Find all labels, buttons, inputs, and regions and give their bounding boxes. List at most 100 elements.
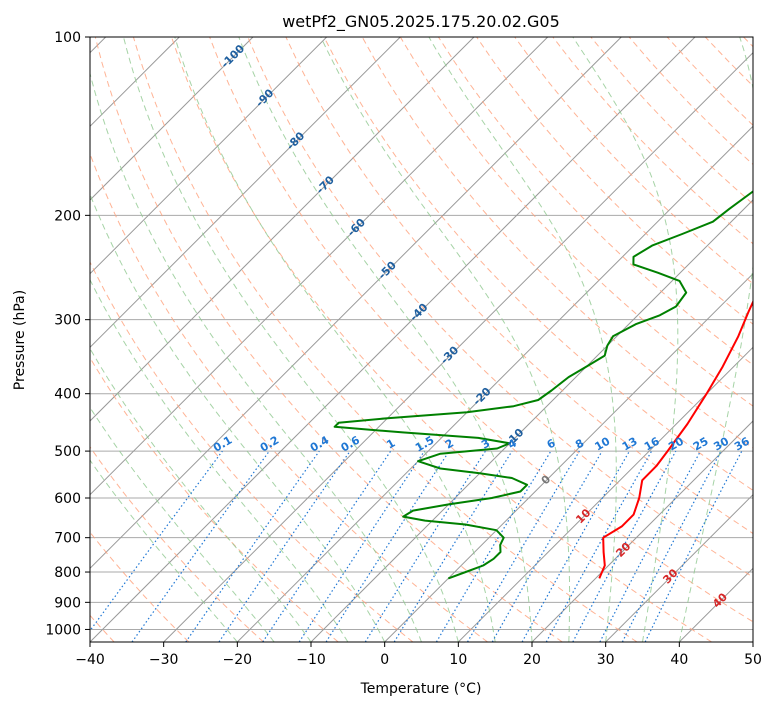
x-tick-label: 30 — [597, 652, 615, 668]
moist-adiabat-line — [428, 37, 617, 642]
isotherm-label: -60 — [345, 216, 368, 239]
moist-adiabat-line — [90, 406, 275, 642]
y-tick-label: 600 — [54, 491, 81, 507]
moist-adiabat-line — [572, 37, 679, 642]
mixing-ratio-line — [435, 450, 552, 642]
mixing-ratio-line — [393, 450, 513, 642]
dry-adiabat-line — [704, 37, 753, 87]
moist-adiabat-line — [90, 459, 238, 642]
isotherm-label: -30 — [438, 343, 461, 366]
isotherm-label: -90 — [253, 86, 276, 109]
mixing-ratio-line — [545, 450, 653, 642]
x-tick-label: −30 — [149, 652, 179, 668]
y-axis: 1000 900 800 700 600 500 400 300 200 100 — [45, 30, 90, 638]
mixing-ratio-line — [185, 450, 320, 642]
mixing-ratio-line — [218, 450, 351, 642]
profile-lines — [333, 190, 753, 580]
dry-adiabat-line — [90, 446, 264, 642]
isotherm-line — [90, 37, 549, 496]
x-axis-label: Temperature (°C) — [360, 681, 482, 697]
x-tick-label: −10 — [296, 652, 326, 668]
isotherm-line — [678, 567, 753, 642]
isotherm-line — [752, 641, 753, 642]
isotherm-line — [384, 272, 753, 642]
dry-adiabat-line — [94, 37, 563, 642]
isotherm-line — [531, 420, 753, 642]
moist-adiabat-line — [678, 37, 753, 642]
isotherm-line — [605, 493, 753, 642]
isotherm-line — [457, 346, 753, 642]
mixing-ratio-line — [466, 450, 580, 642]
y-tick-label: 400 — [54, 387, 81, 403]
mixing-ratio-line — [298, 450, 425, 642]
mixing-ratio-line — [599, 450, 702, 642]
mixing-ratio-line — [90, 450, 223, 632]
x-tick-label: 40 — [670, 652, 688, 668]
moist-adiabat-line — [123, 37, 459, 642]
moist-adiabat-line — [320, 37, 571, 642]
y-tick-label: 700 — [54, 531, 81, 547]
dry-adiabat-line — [285, 37, 753, 535]
mixing-ratio-line — [572, 450, 677, 642]
x-axis: −40 −30 −20 −10 0 10 20 30 40 50 — [75, 642, 762, 668]
dry-adiabat-line — [132, 37, 638, 642]
moist-adiabat-line — [238, 37, 533, 642]
isotherm-line — [90, 37, 475, 422]
mixing-ratio-line — [262, 450, 392, 642]
dry-adiabat-line — [247, 37, 753, 578]
isotherm-line — [90, 37, 328, 275]
dry-adiabat-line — [90, 356, 339, 642]
isotherm-line — [90, 37, 254, 201]
background-lines — [90, 37, 753, 642]
mixing-ratio-label: 8 — [573, 437, 586, 452]
dry-adiabat-line — [514, 37, 753, 285]
x-tick-label: 0 — [380, 652, 389, 668]
y-tick-label: 200 — [54, 208, 81, 224]
dewpoint-line — [333, 190, 753, 580]
isotherm-line — [236, 125, 753, 642]
dry-adiabat-line — [90, 260, 414, 642]
y-tick-label: 300 — [54, 313, 81, 329]
dry-adiabat-line — [743, 37, 753, 48]
plot-frame — [89, 36, 754, 643]
mixing-ratio-line — [131, 450, 270, 642]
chart-title: wetPf2_GN05.2025.175.20.02.G05 — [282, 12, 560, 32]
isotherm-line — [90, 37, 622, 570]
dry-adiabat-line — [666, 37, 753, 126]
isotherm-line — [163, 51, 753, 642]
moist-adiabat-line — [90, 347, 312, 642]
moist-adiabat-line — [90, 192, 386, 642]
dry-adiabat-line — [171, 37, 712, 642]
isotherm-line — [310, 199, 753, 642]
isotherm-line — [90, 37, 401, 349]
x-tick-label: 10 — [449, 652, 467, 668]
mixing-ratio-line — [364, 450, 486, 642]
y-tick-label: 1000 — [45, 622, 81, 638]
moist-adiabat-line — [90, 71, 422, 642]
dry-adiabat-line — [437, 37, 753, 366]
isotherm-label: 30 — [660, 566, 680, 586]
moist-adiabat-line — [174, 37, 496, 642]
isotherm-label: 0 — [539, 472, 554, 487]
y-tick-label: 500 — [54, 444, 81, 460]
y-axis-label: Pressure (hPa) — [12, 290, 28, 390]
x-tick-label: −40 — [75, 652, 105, 668]
dry-adiabat-line — [90, 531, 190, 642]
mixing-ratio-line — [325, 450, 450, 642]
dry-adiabat-line — [476, 37, 753, 325]
temperature-line — [598, 299, 753, 579]
dry-adiabat-line — [323, 37, 753, 491]
mixing-ratio-label: 1 — [384, 437, 397, 452]
dry-adiabat-line — [209, 37, 753, 623]
mixing-ratio-line — [644, 450, 743, 642]
x-tick-label: −20 — [223, 652, 253, 668]
dry-adiabat-line — [552, 37, 753, 245]
x-tick-label: 20 — [523, 652, 541, 668]
y-tick-label: 800 — [54, 565, 81, 581]
dry-adiabat-line — [90, 152, 488, 642]
y-tick-label: 100 — [54, 30, 81, 46]
y-tick-label: 900 — [54, 595, 81, 611]
moist-adiabat-line — [90, 278, 349, 642]
x-tick-label: 50 — [744, 652, 762, 668]
